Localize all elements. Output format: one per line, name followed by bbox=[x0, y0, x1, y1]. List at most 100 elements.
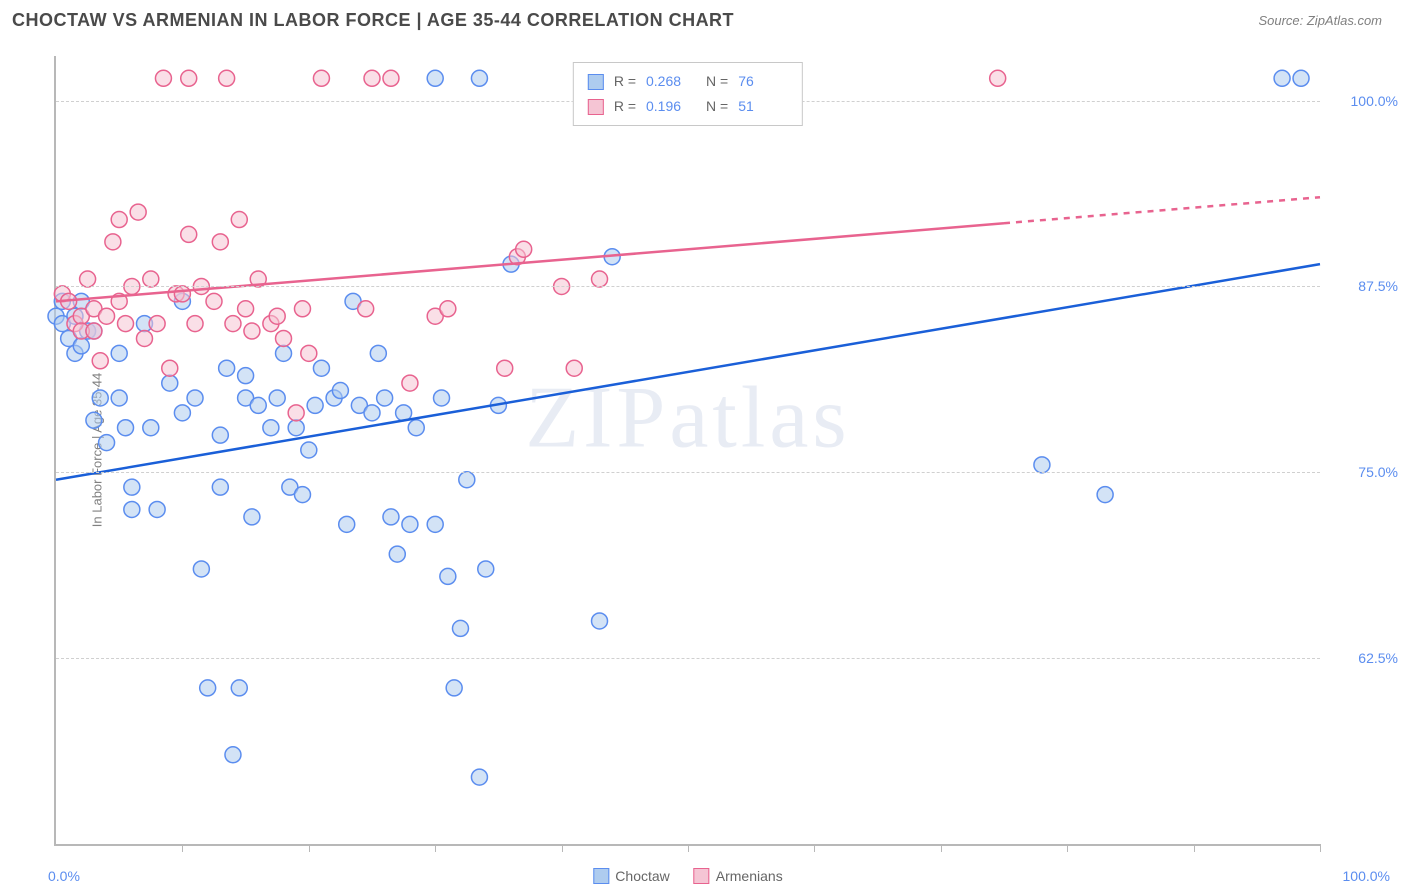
x-tick bbox=[814, 844, 815, 852]
scatter-point bbox=[124, 479, 140, 495]
scatter-point bbox=[332, 383, 348, 399]
legend-label: Armenians bbox=[716, 868, 783, 884]
scatter-point bbox=[118, 420, 134, 436]
scatter-point bbox=[212, 479, 228, 495]
scatter-point bbox=[149, 316, 165, 332]
scatter-point bbox=[181, 70, 197, 86]
stats-r-label: R = bbox=[614, 94, 636, 119]
scatter-point bbox=[86, 323, 102, 339]
x-tick bbox=[1194, 844, 1195, 852]
y-tick-label: 62.5% bbox=[1358, 650, 1398, 666]
scatter-point bbox=[452, 620, 468, 636]
correlation-stats-box: R =0.268N =76R =0.196N =51 bbox=[573, 62, 803, 126]
scatter-point bbox=[592, 613, 608, 629]
x-tick bbox=[182, 844, 183, 852]
scatter-point bbox=[440, 301, 456, 317]
scatter-point bbox=[149, 501, 165, 517]
stats-r-label: R = bbox=[614, 69, 636, 94]
scatter-point bbox=[212, 427, 228, 443]
scatter-point bbox=[389, 546, 405, 562]
x-tick bbox=[562, 844, 563, 852]
scatter-point bbox=[225, 747, 241, 763]
trend-line bbox=[56, 223, 1004, 301]
scatter-point bbox=[80, 271, 96, 287]
scatter-point bbox=[364, 70, 380, 86]
scatter-point bbox=[313, 70, 329, 86]
x-tick bbox=[1320, 844, 1321, 852]
scatter-point bbox=[383, 509, 399, 525]
scatter-point bbox=[244, 323, 260, 339]
scatter-point bbox=[294, 487, 310, 503]
scatter-point bbox=[377, 390, 393, 406]
legend-item: Armenians bbox=[694, 868, 783, 884]
scatter-point bbox=[111, 390, 127, 406]
stats-n-label: N = bbox=[706, 94, 728, 119]
scatter-point bbox=[358, 301, 374, 317]
scatter-point bbox=[276, 345, 292, 361]
trend-line-dashed bbox=[1004, 197, 1320, 223]
scatter-point bbox=[99, 435, 115, 451]
scatter-point bbox=[174, 286, 190, 302]
gridline bbox=[56, 658, 1320, 659]
x-min-label: 0.0% bbox=[48, 868, 80, 884]
scatter-point bbox=[471, 769, 487, 785]
scatter-point bbox=[1034, 457, 1050, 473]
chart-title: CHOCTAW VS ARMENIAN IN LABOR FORCE | AGE… bbox=[12, 10, 734, 31]
x-max-label: 100.0% bbox=[1343, 868, 1390, 884]
x-tick bbox=[435, 844, 436, 852]
scatter-point bbox=[86, 412, 102, 428]
scatter-point bbox=[206, 293, 222, 309]
scatter-point bbox=[92, 390, 108, 406]
stats-n-value: 76 bbox=[738, 69, 788, 94]
legend-label: Choctaw bbox=[615, 868, 669, 884]
scatter-point bbox=[99, 308, 115, 324]
scatter-point bbox=[288, 420, 304, 436]
scatter-point bbox=[990, 70, 1006, 86]
scatter-point bbox=[383, 70, 399, 86]
scatter-point bbox=[193, 561, 209, 577]
scatter-point bbox=[181, 226, 197, 242]
scatter-point bbox=[294, 301, 310, 317]
scatter-point bbox=[440, 568, 456, 584]
y-tick-label: 87.5% bbox=[1358, 278, 1398, 294]
chart-area: ZIPatlas In Labor Force | Age 35-44 R =0… bbox=[54, 56, 1320, 846]
scatter-point bbox=[238, 301, 254, 317]
scatter-point bbox=[212, 234, 228, 250]
scatter-point bbox=[118, 316, 134, 332]
scatter-point bbox=[1274, 70, 1290, 86]
scatter-point bbox=[446, 680, 462, 696]
scatter-point bbox=[73, 338, 89, 354]
legend-swatch bbox=[593, 868, 609, 884]
scatter-point bbox=[263, 420, 279, 436]
scatter-point bbox=[459, 472, 475, 488]
stats-row: R = 0.196 N = 51 bbox=[588, 94, 788, 119]
scatter-point bbox=[288, 405, 304, 421]
scatter-point bbox=[276, 330, 292, 346]
stats-n-value: 51 bbox=[738, 94, 788, 119]
scatter-point bbox=[427, 70, 443, 86]
scatter-point bbox=[162, 375, 178, 391]
chart-header: CHOCTAW VS ARMENIAN IN LABOR FORCE | AGE… bbox=[0, 0, 1406, 41]
scatter-point bbox=[370, 345, 386, 361]
scatter-point bbox=[301, 345, 317, 361]
scatter-point bbox=[155, 70, 171, 86]
scatter-point bbox=[471, 70, 487, 86]
scatter-point bbox=[402, 375, 418, 391]
scatter-point bbox=[307, 397, 323, 413]
scatter-point bbox=[238, 368, 254, 384]
scatter-point bbox=[339, 516, 355, 532]
gridline bbox=[56, 472, 1320, 473]
scatter-point bbox=[130, 204, 146, 220]
scatter-point bbox=[592, 271, 608, 287]
scatter-point bbox=[250, 397, 266, 413]
scatter-point bbox=[427, 516, 443, 532]
scatter-point bbox=[111, 212, 127, 228]
x-tick bbox=[941, 844, 942, 852]
chart-source: Source: ZipAtlas.com bbox=[1258, 13, 1382, 28]
scatter-point bbox=[516, 241, 532, 257]
scatter-point bbox=[1293, 70, 1309, 86]
x-tick bbox=[309, 844, 310, 852]
stats-r-value: 0.196 bbox=[646, 94, 696, 119]
x-legend: Choctaw Armenians bbox=[593, 868, 782, 884]
x-tick bbox=[688, 844, 689, 852]
